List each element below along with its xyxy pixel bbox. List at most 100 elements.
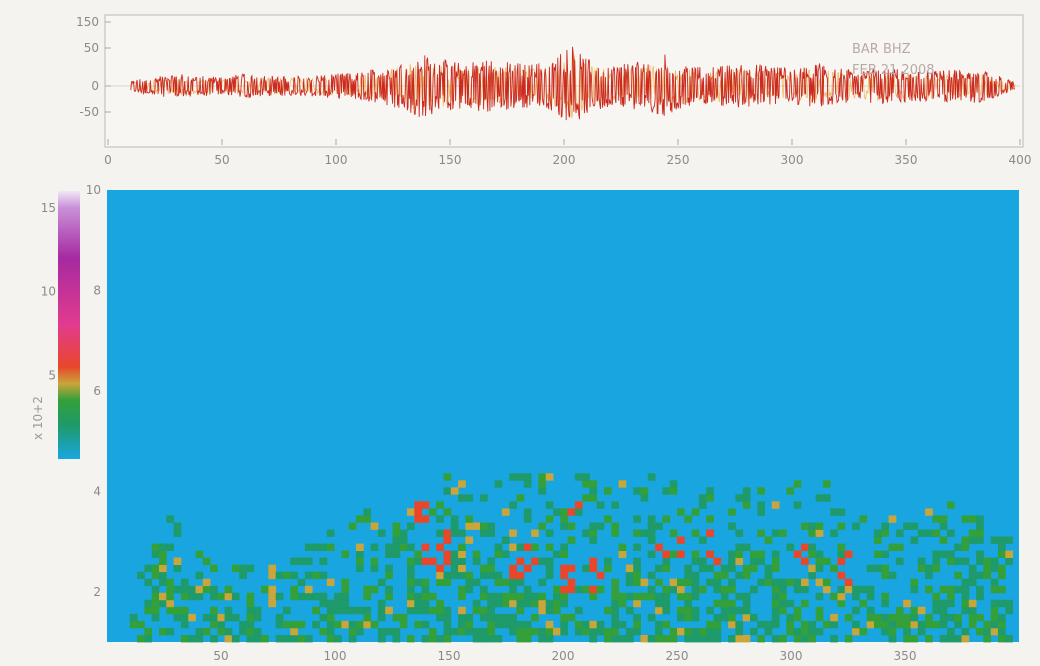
spectrogram-x-tick-label: 100 bbox=[324, 649, 347, 663]
spectrogram-cell bbox=[458, 557, 466, 565]
spectrogram-cell bbox=[713, 620, 722, 629]
spectrogram-cell bbox=[837, 543, 846, 551]
spectrogram-cell bbox=[304, 571, 313, 580]
spectrogram-cell bbox=[633, 557, 641, 565]
spectrogram-cell bbox=[582, 480, 590, 488]
spectrogram-cell bbox=[647, 522, 656, 530]
spectrogram-cell bbox=[866, 613, 875, 622]
spectrogram-cell bbox=[1005, 635, 1013, 643]
spectrogram-cell bbox=[151, 564, 160, 573]
spectrogram-cell bbox=[319, 543, 328, 551]
spectrogram-cell bbox=[275, 635, 284, 643]
spectrogram-cell bbox=[414, 578, 422, 587]
spectrogram-cell bbox=[793, 606, 802, 615]
spectrogram-cell bbox=[421, 585, 430, 594]
seismogram-y-tick-label: 150 bbox=[76, 15, 99, 29]
spectrogram-cell bbox=[830, 635, 838, 643]
spectrogram-cell bbox=[458, 627, 466, 636]
spectrogram-cell bbox=[742, 571, 751, 580]
spectrogram-cell bbox=[436, 571, 444, 580]
spectrogram-cell bbox=[509, 592, 517, 601]
spectrogram-cell bbox=[968, 613, 977, 622]
spectrogram-cell bbox=[633, 571, 641, 580]
spectrogram-cell bbox=[596, 522, 605, 530]
spectrogram-cell bbox=[954, 543, 962, 551]
spectrogram-cell bbox=[151, 592, 160, 601]
spectrogram-cell bbox=[757, 487, 765, 495]
spectrogram-cell bbox=[151, 613, 160, 622]
spectrogram-cell bbox=[560, 571, 568, 580]
spectrogram-cell bbox=[421, 578, 430, 587]
spectrogram-x-tick-label: 50 bbox=[213, 649, 228, 663]
spectrogram-cell bbox=[392, 522, 401, 530]
spectrogram-cell bbox=[202, 627, 211, 636]
spectrogram-cell bbox=[925, 635, 933, 643]
spectrogram-cell bbox=[290, 585, 298, 594]
spectrogram-cell bbox=[538, 578, 547, 587]
spectrogram-cell bbox=[516, 635, 525, 643]
spectrogram-cell bbox=[516, 494, 525, 502]
spectrogram-cell bbox=[677, 578, 685, 587]
spectrogram-cell bbox=[246, 564, 255, 573]
spectrogram-cell bbox=[669, 550, 678, 558]
spectrogram-cell bbox=[932, 592, 941, 601]
spectrogram-cell bbox=[1005, 557, 1013, 565]
seismogram-trace bbox=[130, 46, 1016, 121]
spectrogram-cell bbox=[822, 494, 831, 502]
spectrogram-cell bbox=[925, 571, 933, 580]
spectrogram-cell bbox=[589, 557, 598, 565]
spectrogram-cell bbox=[531, 529, 539, 537]
spectrogram-cell bbox=[735, 571, 744, 580]
spectrogram-cell bbox=[968, 599, 977, 608]
spectrogram-cell bbox=[611, 627, 619, 636]
spectrogram-cell bbox=[990, 536, 999, 544]
spectrogram-cell bbox=[465, 522, 474, 530]
spectrogram-cell bbox=[706, 620, 714, 629]
spectrogram-cell bbox=[786, 543, 795, 551]
spectrogram-cell bbox=[487, 564, 495, 573]
spectrogram-cell bbox=[698, 585, 707, 594]
spectrogram-cell bbox=[516, 543, 525, 551]
spectrogram-cell bbox=[596, 501, 605, 509]
seismogram-y-tick-label: 0 bbox=[91, 79, 99, 93]
spectrogram-cell bbox=[888, 543, 897, 551]
spectrogram-cell bbox=[691, 557, 700, 565]
spectrogram-cell bbox=[764, 578, 773, 587]
spectrogram-cell bbox=[421, 543, 430, 551]
spectrogram-cell bbox=[925, 613, 933, 622]
spectrogram-cell bbox=[618, 635, 627, 643]
spectrogram-cell bbox=[428, 557, 437, 565]
spectrogram-cell bbox=[742, 635, 751, 643]
spectrogram-cell bbox=[976, 585, 984, 594]
spectrogram-cell bbox=[874, 550, 882, 558]
spectrogram-cell bbox=[874, 564, 882, 573]
spectrogram-cell bbox=[968, 564, 977, 573]
spectrogram-cell bbox=[895, 543, 904, 551]
spectrogram-cell bbox=[662, 599, 671, 608]
spectrogram-cell bbox=[625, 571, 634, 580]
spectrogram-cell bbox=[480, 494, 488, 502]
spectrogram-cell bbox=[538, 557, 547, 565]
spectrogram-cell bbox=[990, 557, 999, 565]
spectrogram-cell bbox=[304, 543, 313, 551]
spectrogram-cell bbox=[822, 557, 831, 565]
spectrogram-cell bbox=[465, 578, 474, 587]
spectrogram-cell bbox=[611, 613, 619, 622]
spectrogram-cell bbox=[633, 592, 641, 601]
spectrogram-cell bbox=[691, 627, 700, 636]
spectrogram-cell bbox=[246, 635, 255, 643]
spectrogram-cell bbox=[655, 592, 663, 601]
spectrogram-cell bbox=[728, 564, 736, 573]
spectrogram-cell bbox=[246, 627, 255, 636]
spectrogram-cell bbox=[173, 613, 182, 622]
spectrogram-cell bbox=[275, 613, 284, 622]
spectrogram-cell bbox=[881, 620, 889, 629]
spectrogram-cell bbox=[545, 627, 554, 636]
spectrogram-cell bbox=[246, 613, 255, 622]
spectrogram-cell bbox=[582, 564, 590, 573]
spectrogram-cell bbox=[210, 592, 218, 601]
spectrogram-cell bbox=[947, 599, 955, 608]
spectrogram-cell bbox=[596, 620, 605, 629]
spectrogram-y-tick-label: 4 bbox=[93, 484, 101, 498]
spectrogram-cell bbox=[312, 592, 320, 601]
